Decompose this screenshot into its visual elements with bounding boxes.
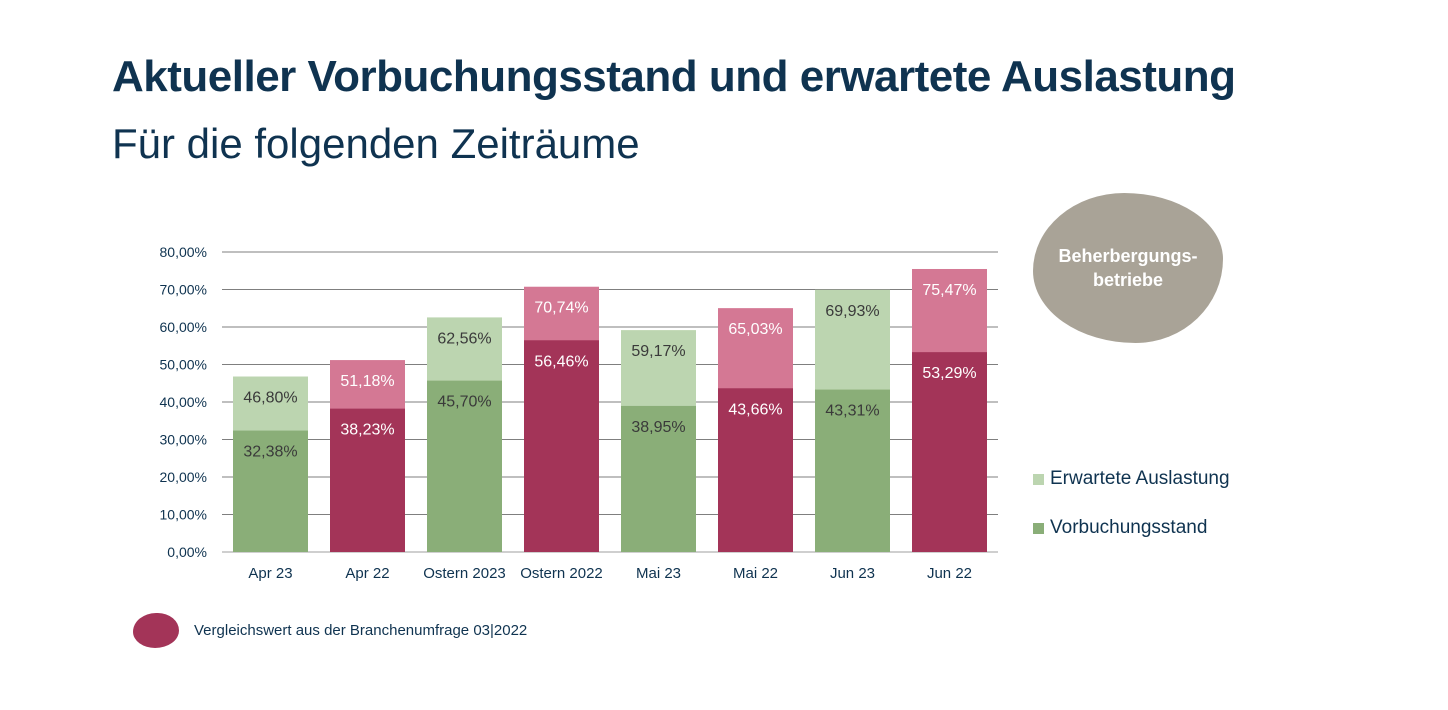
data-label-erwartete-auslastung: 65,03% bbox=[728, 321, 782, 338]
x-axis-ticks: Apr 23 Apr 22 Ostern 2023 Ostern 2022 Mai 23… bbox=[248, 565, 972, 582]
legend-item-vorbuchungsstand: Vorbuchungsstand bbox=[1033, 517, 1207, 539]
bar-vorbuchungsstand bbox=[718, 388, 793, 552]
bar-vorbuchungsstand bbox=[427, 380, 502, 552]
page-title: Aktueller Vorbuchungsstand und erwartete… bbox=[112, 52, 1236, 101]
data-label-erwartete-auslastung: 75,47% bbox=[922, 282, 976, 299]
data-label-erwartete-auslastung: 62,56% bbox=[437, 330, 491, 347]
y-axis-ticks: 0,00% 10,00% 20,00% 30,00% 40,00% 50,00% 60,00… bbox=[160, 244, 207, 560]
y-tick-label: 30,00% bbox=[160, 432, 207, 448]
bar-vorbuchungsstand bbox=[912, 352, 987, 552]
data-label-erwartete-auslastung: 69,93% bbox=[825, 303, 879, 320]
page-subtitle: Für die folgenden Zeiträume bbox=[112, 120, 640, 167]
x-tick-label: Ostern 2023 bbox=[423, 565, 506, 582]
x-tick-label: Apr 23 bbox=[248, 565, 292, 582]
legend-label-erwartete-auslastung: Erwartete Auslastung bbox=[1050, 468, 1230, 489]
legend-swatch-vorbuchungsstand bbox=[1033, 522, 1044, 534]
data-label-erwartete-auslastung: 70,74% bbox=[534, 300, 588, 317]
data-label-vorbuchungsstand: 56,46% bbox=[534, 353, 588, 370]
comparison-marker-blob bbox=[133, 613, 179, 648]
y-tick-label: 50,00% bbox=[160, 357, 207, 373]
bar-vorbuchungsstand bbox=[330, 408, 405, 552]
y-tick-label: 40,00% bbox=[160, 394, 207, 410]
footnote: Vergleichswert aus der Branchenumfrage 0… bbox=[133, 613, 527, 648]
legend-swatch-erwartete-auslastung bbox=[1033, 473, 1044, 485]
y-tick-label: 0,00% bbox=[167, 544, 207, 560]
x-tick-label: Jun 22 bbox=[927, 565, 972, 582]
data-label-vorbuchungsstand: 38,95% bbox=[631, 419, 685, 436]
value-labels: 46,80% 32,38% 51,18% 38,23% 62,56% 45,70% 70,7… bbox=[243, 282, 976, 461]
category-badge: Beherbergungs- betriebe bbox=[1033, 193, 1223, 343]
data-label-vorbuchungsstand: 53,29% bbox=[922, 365, 976, 382]
y-tick-label: 10,00% bbox=[160, 507, 207, 523]
data-label-erwartete-auslastung: 59,17% bbox=[631, 343, 685, 360]
bar-vorbuchungsstand bbox=[524, 340, 599, 552]
category-badge-label: Beherbergungs- betriebe bbox=[1058, 246, 1198, 290]
bar-vorbuchungsstand bbox=[621, 405, 696, 552]
data-label-erwartete-auslastung: 46,80% bbox=[243, 390, 297, 407]
x-tick-label: Mai 23 bbox=[636, 565, 681, 582]
data-label-vorbuchungsstand: 43,66% bbox=[728, 401, 782, 418]
legend-item-erwartete-auslastung: Erwartete Auslastung bbox=[1033, 468, 1230, 490]
y-tick-label: 60,00% bbox=[160, 319, 207, 335]
y-tick-label: 80,00% bbox=[160, 244, 207, 260]
data-label-erwartete-auslastung: 51,18% bbox=[340, 373, 394, 390]
x-tick-label: Apr 22 bbox=[345, 565, 389, 582]
footnote-text: Vergleichswert aus der Branchenumfrage 0… bbox=[194, 622, 528, 639]
data-label-vorbuchungsstand: 32,38% bbox=[243, 444, 297, 461]
y-tick-label: 70,00% bbox=[160, 282, 207, 298]
x-tick-label: Jun 23 bbox=[830, 565, 875, 582]
y-tick-label: 20,00% bbox=[160, 469, 207, 485]
data-label-vorbuchungsstand: 43,31% bbox=[825, 403, 879, 420]
bar-vorbuchungsstand bbox=[815, 389, 890, 552]
x-tick-label: Mai 22 bbox=[733, 565, 778, 582]
data-label-vorbuchungsstand: 38,23% bbox=[340, 422, 394, 439]
legend-label-vorbuchungsstand: Vorbuchungsstand bbox=[1050, 517, 1208, 538]
data-label-vorbuchungsstand: 45,70% bbox=[437, 394, 491, 411]
bar-vorbuchungsstand bbox=[233, 430, 308, 552]
bars bbox=[233, 268, 987, 552]
x-tick-label: Ostern 2022 bbox=[520, 565, 603, 582]
